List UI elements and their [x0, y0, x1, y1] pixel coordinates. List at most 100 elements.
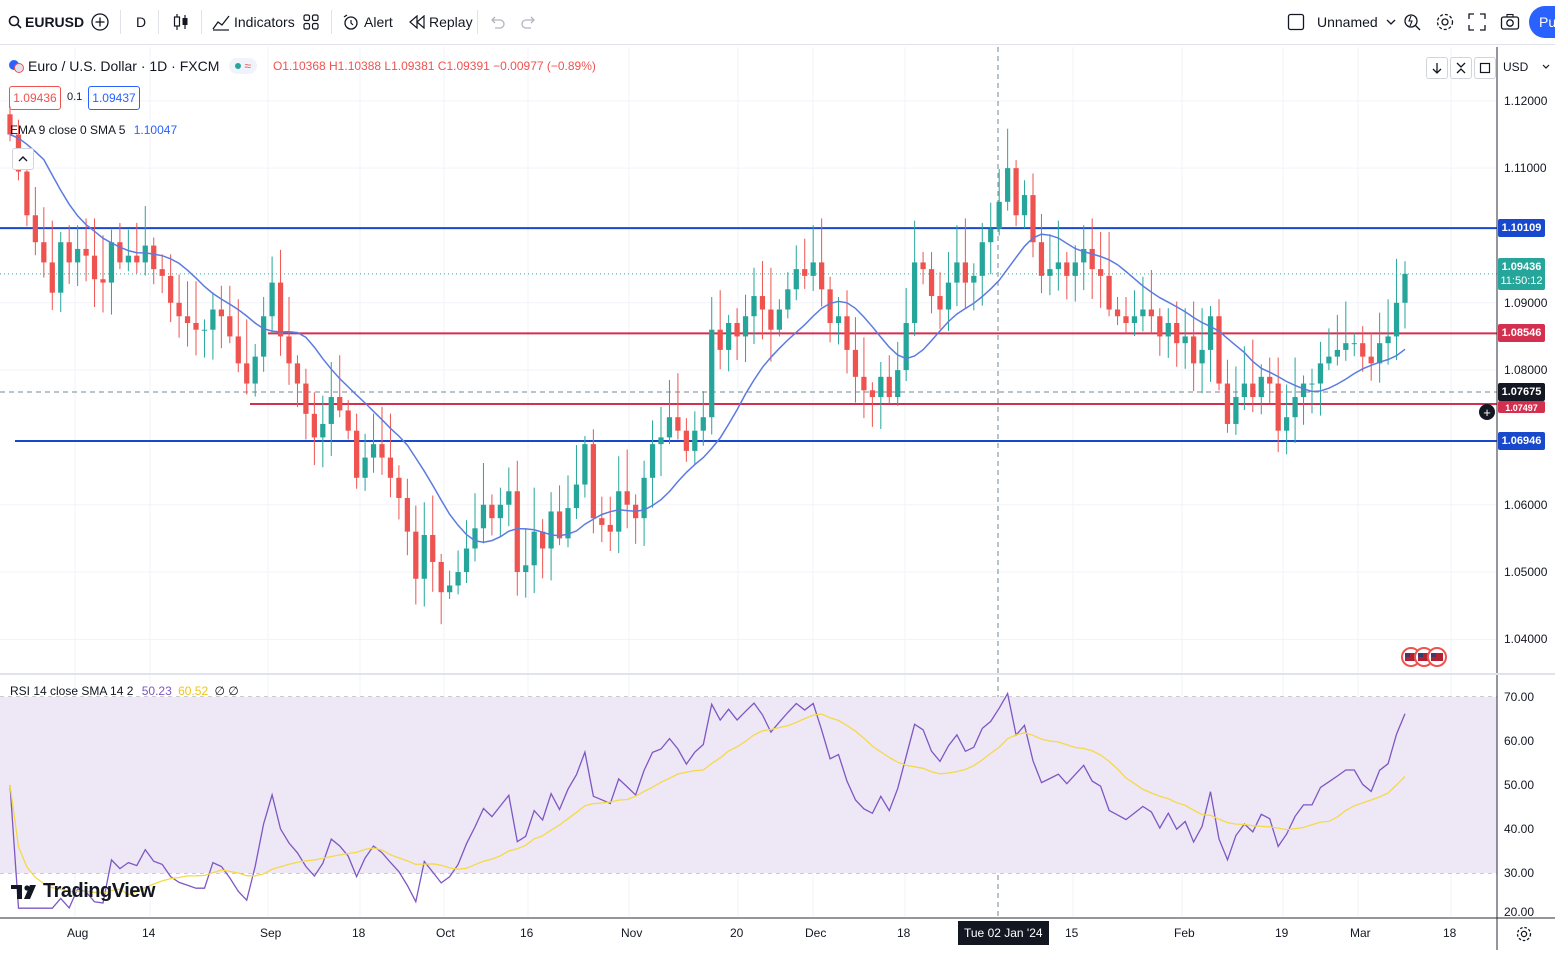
buy-button[interactable]: 1.09437 — [88, 86, 140, 110]
sell-button[interactable]: 1.09436 — [9, 86, 61, 110]
chart-frame — [0, 47, 1555, 950]
market-status[interactable]: ≈ — [229, 58, 257, 74]
candle-body — [1064, 262, 1070, 276]
time-tick: 18 — [1443, 926, 1457, 940]
candle-body — [235, 336, 241, 364]
candle-body — [742, 316, 749, 337]
chart-type-button[interactable] — [172, 0, 190, 44]
alarm-clock-icon — [343, 14, 358, 30]
candle-body — [869, 390, 875, 398]
rsi-tick: 50.00 — [1504, 778, 1535, 791]
candle-body — [1402, 273, 1408, 303]
interval-label: D — [136, 14, 147, 30]
economic-events[interactable] — [1400, 646, 1452, 668]
axis-settings-button[interactable] — [1515, 925, 1533, 948]
candle-body — [726, 322, 732, 350]
tradingview-logo[interactable]: TradingView — [11, 880, 155, 903]
rsi-line — [9, 691, 1406, 910]
candle-body — [852, 349, 859, 377]
time-tick: 14 — [142, 926, 156, 940]
rsi-extra-values: ∅ ∅ — [214, 684, 239, 698]
candle-body — [1292, 397, 1298, 418]
collapse-pane-button[interactable] — [1450, 57, 1472, 79]
fullscreen-button[interactable] — [1468, 0, 1486, 44]
candle-body — [218, 309, 224, 317]
rsi-label[interactable]: RSI 14 close SMA 14 2 — [10, 684, 134, 698]
candle-body — [1182, 336, 1188, 344]
candle-body — [117, 242, 123, 263]
symbol-search-button[interactable]: EURUSD — [8, 0, 84, 44]
candle-body — [912, 262, 918, 323]
maximize-icon — [1479, 62, 1491, 74]
candle-body — [379, 444, 385, 458]
crosshair-date-label: Tue 02 Jan '24 — [958, 921, 1049, 945]
symbol-title[interactable]: Euro / U.S. Dollar · 1D · FXCM — [28, 58, 220, 74]
candle-body — [1360, 343, 1366, 357]
interval-button[interactable]: D — [136, 0, 146, 44]
add-alert-button[interactable]: + — [1479, 404, 1495, 420]
candle-body — [91, 255, 98, 280]
snapshot-button[interactable] — [1500, 0, 1520, 44]
candle-body — [573, 484, 580, 509]
replay-button[interactable]: Replay — [409, 0, 473, 44]
candle-body — [345, 410, 351, 431]
price-tick: 1.08000 — [1504, 363, 1548, 378]
candle-body — [1123, 316, 1129, 323]
candle-body — [472, 528, 478, 549]
candle-body — [607, 524, 613, 532]
candle-body — [1098, 269, 1104, 276]
templates-button[interactable] — [302, 0, 320, 44]
candle-body — [58, 242, 64, 293]
candle-body — [311, 413, 317, 438]
candle-body — [802, 269, 808, 276]
top-toolbar: EURUSD D Indicators Alert Replay Unnamed — [0, 0, 1555, 45]
collapse-legend-button[interactable] — [12, 148, 34, 170]
time-tick: Dec — [805, 926, 827, 940]
gear-icon — [1516, 926, 1532, 942]
publish-button[interactable]: Pu — [1529, 6, 1555, 38]
rsi-tick: 60.00 — [1504, 734, 1535, 747]
camera-icon — [1500, 13, 1520, 30]
time-tick: 18 — [352, 926, 366, 940]
level-tag-bottom: 1.06946 — [1498, 432, 1545, 451]
quick-search-button[interactable] — [1402, 0, 1422, 44]
candle-body — [455, 572, 461, 586]
scroll-down-button[interactable] — [1426, 57, 1448, 79]
candle-body — [151, 245, 157, 270]
candle-body — [41, 242, 47, 263]
candle-body — [1250, 383, 1256, 398]
candle-body — [988, 228, 994, 243]
rsi-tick: 30.00 — [1504, 866, 1535, 879]
currency-selector[interactable]: USD — [1503, 60, 1550, 74]
ema-label[interactable]: EMA 9 close 0 SMA 5 — [10, 123, 126, 137]
price-tick: 1.11000 — [1504, 161, 1547, 176]
redo-button[interactable] — [521, 0, 537, 44]
maximize-pane-button[interactable] — [1474, 57, 1496, 79]
candle-body — [1114, 309, 1121, 317]
candle-body — [1106, 275, 1112, 310]
candle-body — [827, 289, 833, 323]
price-tick: 1.06000 — [1504, 497, 1548, 512]
candle-body — [497, 504, 503, 519]
time-tick: 16 — [520, 926, 534, 940]
settings-button[interactable] — [1435, 0, 1455, 44]
layout-button[interactable]: Unnamed — [1287, 0, 1396, 44]
candle-body — [142, 245, 148, 263]
candles — [7, 106, 1408, 625]
candle-body — [819, 262, 825, 290]
time-tick: Feb — [1174, 926, 1195, 940]
compare-symbol-button[interactable] — [90, 0, 110, 44]
brand-label: TradingView — [43, 880, 155, 902]
candle-body — [49, 262, 55, 293]
candle-body — [24, 171, 30, 216]
indicators-button[interactable]: Indicators — [212, 0, 295, 44]
alert-button[interactable]: Alert — [342, 0, 393, 44]
candle-body — [1300, 383, 1307, 398]
price-tick: 1.09000 — [1504, 295, 1548, 310]
candle-body — [1258, 376, 1264, 398]
candle-body — [683, 430, 689, 451]
candle-body — [928, 269, 935, 297]
undo-button[interactable] — [489, 0, 505, 44]
level-tag-top: 1.10109 — [1498, 219, 1545, 238]
